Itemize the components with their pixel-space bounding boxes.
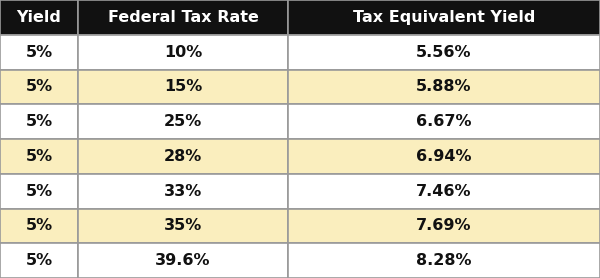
Bar	[78, 174, 288, 208]
Bar	[78, 0, 288, 35]
Text: 5%: 5%	[25, 80, 53, 94]
Text: Yield: Yield	[17, 10, 61, 25]
Bar	[78, 35, 288, 70]
Text: 25%: 25%	[164, 114, 202, 129]
Bar	[0, 174, 78, 208]
Text: 5.88%: 5.88%	[416, 80, 472, 94]
Bar	[288, 174, 600, 208]
Text: 6.67%: 6.67%	[416, 114, 472, 129]
Text: 33%: 33%	[164, 184, 202, 198]
Bar	[288, 104, 600, 139]
Text: 7.46%: 7.46%	[416, 184, 472, 198]
Text: 15%: 15%	[164, 80, 202, 94]
Bar	[0, 70, 78, 104]
Text: 5.56%: 5.56%	[416, 45, 472, 59]
Bar	[0, 243, 78, 278]
Text: 5%: 5%	[25, 114, 53, 129]
Bar	[78, 139, 288, 174]
Bar	[78, 243, 288, 278]
Text: 39.6%: 39.6%	[155, 253, 211, 268]
Bar	[288, 243, 600, 278]
Bar	[78, 70, 288, 104]
Bar	[78, 104, 288, 139]
Bar	[288, 208, 600, 243]
Text: 5%: 5%	[25, 45, 53, 59]
Text: 5%: 5%	[25, 184, 53, 198]
Bar	[0, 208, 78, 243]
Text: 10%: 10%	[164, 45, 202, 59]
Bar	[0, 139, 78, 174]
Text: Tax Equivalent Yield: Tax Equivalent Yield	[353, 10, 535, 25]
Text: 35%: 35%	[164, 219, 202, 233]
Bar	[288, 0, 600, 35]
Text: 6.94%: 6.94%	[416, 149, 472, 164]
Bar	[288, 70, 600, 104]
Bar	[288, 35, 600, 70]
Text: 5%: 5%	[25, 149, 53, 164]
Text: 5%: 5%	[25, 253, 53, 268]
Text: 7.69%: 7.69%	[416, 219, 472, 233]
Bar	[78, 208, 288, 243]
Bar	[0, 0, 78, 35]
Bar	[0, 104, 78, 139]
Text: 28%: 28%	[164, 149, 202, 164]
Text: 8.28%: 8.28%	[416, 253, 472, 268]
Bar	[0, 35, 78, 70]
Bar	[288, 139, 600, 174]
Text: 5%: 5%	[25, 219, 53, 233]
Text: Federal Tax Rate: Federal Tax Rate	[107, 10, 259, 25]
